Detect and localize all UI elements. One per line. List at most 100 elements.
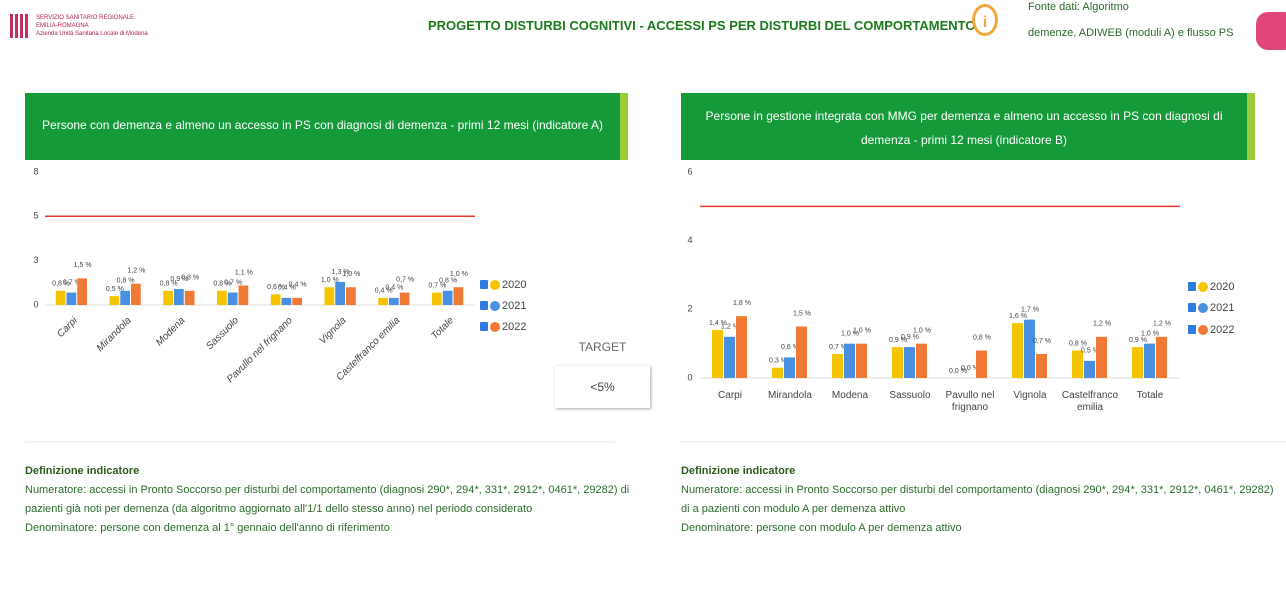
bar	[844, 343, 855, 378]
data-label: 0,8 %	[181, 275, 199, 282]
data-label: 1,2 %	[1093, 321, 1111, 328]
menu-button[interactable]	[1256, 12, 1286, 50]
y-tick-label: 4	[687, 235, 692, 245]
data-label: 0,7 %	[1033, 338, 1051, 345]
chart-title: Persone con demenza e almeno un accesso …	[42, 118, 603, 132]
data-label: 1,2 %	[1153, 321, 1171, 328]
legend-label: 2021	[502, 300, 526, 312]
bar	[1024, 319, 1035, 378]
x-tick-label-box: Modena	[831, 390, 869, 401]
x-tick-label-box: Castelfranco emilia	[1061, 390, 1119, 413]
definition-line: di a pazienti con modulo A per demenza a…	[681, 503, 906, 515]
x-tick-label: Castelfranco emilia	[1061, 390, 1119, 413]
legend-checkbox[interactable]	[480, 280, 488, 289]
bar	[976, 350, 987, 378]
legend-label: 2021	[1210, 302, 1234, 314]
info-icon[interactable]: i	[972, 4, 998, 36]
bar	[1036, 353, 1047, 378]
bar	[131, 283, 141, 305]
definition: Definizione indicatore Numeratore: acces…	[681, 462, 1274, 538]
y-tick-label: 6	[687, 166, 692, 176]
data-label: 0,5 %	[1081, 348, 1099, 355]
data-label: 0,8 %	[1069, 340, 1087, 347]
data-label: 1,6 %	[1009, 313, 1027, 320]
x-tick-label-box: Totale	[1136, 390, 1164, 401]
data-label: 1,4 %	[709, 320, 727, 327]
bar	[1156, 336, 1167, 378]
bar	[109, 296, 120, 305]
data-label: 1,5 %	[793, 310, 811, 317]
x-tick-label-box: Vignola	[1013, 390, 1047, 401]
x-tick-label: Modena	[831, 390, 869, 401]
data-label: 0,8 %	[160, 281, 178, 288]
x-tick-label: Pavullo nel frignano	[945, 390, 995, 413]
y-tick-label: 0	[687, 372, 692, 382]
x-tick-label-box: Mirandola	[768, 390, 812, 401]
data-label: 1,0 %	[1141, 331, 1159, 338]
bar	[77, 278, 87, 305]
data-label: 0,8 %	[213, 281, 231, 288]
legend-swatch	[490, 301, 500, 311]
x-tick-label: Vignola	[1013, 390, 1047, 401]
bar	[904, 347, 915, 378]
x-tick-label: Sassuolo	[889, 390, 931, 401]
bar	[1144, 343, 1155, 378]
source-line: Fonte dati: Algoritmo	[1028, 1, 1129, 13]
data-label: 0,4 %	[289, 282, 307, 289]
logo-icon	[10, 14, 30, 38]
x-tick-label: Totale	[1136, 390, 1164, 401]
data-label: 1,2 %	[127, 268, 145, 275]
bar	[335, 281, 345, 305]
bar	[378, 297, 388, 305]
x-tick-label-box: Carpi	[718, 390, 742, 401]
data-label: 0,9 %	[889, 337, 907, 344]
data-label: 0,7 %	[224, 279, 242, 286]
data-label: 0,7 %	[396, 276, 414, 283]
definition-line: Numeratore: accessi in Pronto Soccorso p…	[25, 484, 630, 496]
y-tick-label: 8	[33, 166, 38, 176]
data-label: 0,6 %	[267, 284, 285, 291]
data-label: 0,3 %	[769, 358, 787, 365]
legend-checkbox[interactable]	[1188, 282, 1196, 291]
x-tick-label-box: Sassuolo	[889, 390, 931, 401]
data-label: 0,5 %	[106, 286, 124, 293]
legend-checkbox[interactable]	[1188, 325, 1196, 334]
legend-checkbox[interactable]	[480, 322, 488, 331]
data-label: 0,4 %	[385, 285, 403, 292]
bar	[1012, 323, 1023, 378]
legend-checkbox[interactable]	[1188, 303, 1196, 312]
bar	[1096, 336, 1107, 378]
data-label: 0,8 %	[439, 278, 457, 285]
x-tick-label: Carpi	[55, 315, 80, 340]
data-label: 1,8 %	[733, 300, 751, 307]
bar	[163, 290, 173, 305]
bar	[712, 329, 723, 378]
legend-label: 2020	[1210, 281, 1234, 293]
x-tick-label: Modena	[154, 315, 188, 349]
y-tick-label: 3	[33, 255, 38, 265]
chart-header	[25, 93, 628, 160]
data-label: 0,9 %	[170, 276, 188, 283]
definition-line: Denominatore: persone con demenza al 1° …	[25, 522, 390, 534]
y-tick-label: 5	[33, 211, 38, 221]
definition-heading: Definizione indicatore	[25, 465, 140, 477]
bar	[324, 287, 335, 305]
data-label: 1,7 %	[1021, 306, 1039, 313]
bar	[832, 353, 843, 378]
legend-swatch	[1198, 303, 1208, 313]
legend-checkbox[interactable]	[480, 301, 488, 310]
data-label: 1,5 %	[74, 262, 92, 269]
target-label: TARGET	[578, 340, 627, 354]
data-label: 0,6 %	[781, 344, 799, 351]
data-label: 0,9 %	[1129, 337, 1147, 344]
definition-line: pazienti già noti per demenza (da algori…	[25, 503, 533, 515]
data-label: 1,0 %	[841, 331, 859, 338]
chart-title: Persone in gestione integrata con MMG pe…	[705, 109, 1223, 147]
bar	[1132, 347, 1143, 378]
bar	[399, 292, 410, 305]
data-label: 0,7 %	[63, 279, 81, 286]
definition-line: Numeratore: accessi in Pronto Soccorso p…	[681, 484, 1274, 496]
bar	[856, 343, 867, 378]
